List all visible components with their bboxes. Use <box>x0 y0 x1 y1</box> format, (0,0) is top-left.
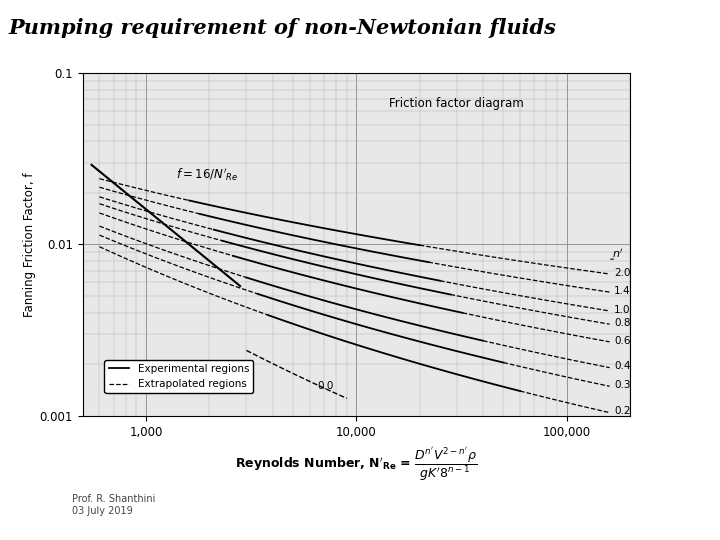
Text: 0.8: 0.8 <box>614 318 631 328</box>
Text: 0.6: 0.6 <box>614 336 631 346</box>
Text: Prof. R. Shanthini
03 July 2019: Prof. R. Shanthini 03 July 2019 <box>72 494 156 516</box>
Text: 1.0: 1.0 <box>614 305 631 315</box>
Legend: Experimental regions, Extrapolated regions: Experimental regions, Extrapolated regio… <box>104 360 253 394</box>
Text: 2.0: 2.0 <box>614 268 631 278</box>
Text: 0.0: 0.0 <box>317 381 333 391</box>
Text: 0.4: 0.4 <box>614 361 631 372</box>
Text: 1.4: 1.4 <box>614 286 631 296</box>
Text: $f = 16/N'_{Re}$: $f = 16/N'_{Re}$ <box>176 167 238 183</box>
Text: Friction factor diagram: Friction factor diagram <box>390 97 524 110</box>
Text: 0.2: 0.2 <box>614 406 631 416</box>
Text: 0.3: 0.3 <box>614 380 631 390</box>
Text: Pumping requirement of non-Newtonian fluids: Pumping requirement of non-Newtonian flu… <box>9 18 557 38</box>
Text: $n'$: $n'$ <box>613 247 624 260</box>
Y-axis label: Fanning Friction Factor, f: Fanning Friction Factor, f <box>22 172 35 316</box>
Text: Reynolds Number, $\mathbf{N'_{Re}}$ = $\dfrac{D^{n'} V^{2-n'} \rho}{g K' 8^{n-1}: Reynolds Number, $\mathbf{N'_{Re}}$ = $\… <box>235 446 477 483</box>
